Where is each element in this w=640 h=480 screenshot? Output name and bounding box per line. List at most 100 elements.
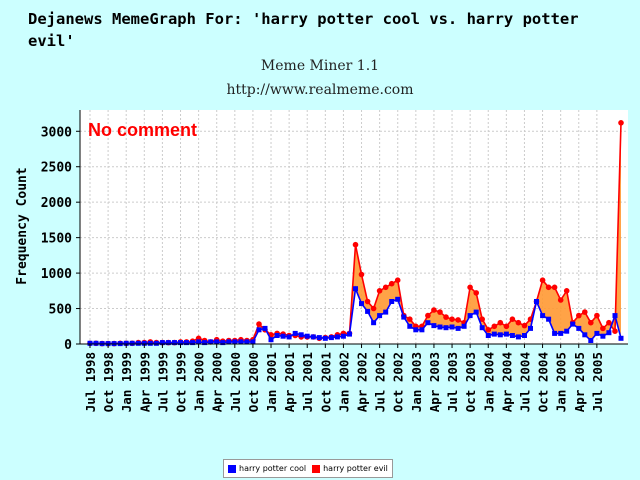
evil-point <box>370 305 377 312</box>
cool-point <box>129 340 135 346</box>
cool-point <box>87 340 93 346</box>
x-tick-label: Jul 2002 <box>373 352 388 412</box>
evil-point <box>563 288 570 294</box>
cool-point <box>491 331 497 337</box>
cool-point <box>461 323 467 329</box>
cool-point <box>353 286 358 292</box>
x-tick-label: Jul 2005 <box>590 352 605 412</box>
cool-point <box>202 340 208 346</box>
x-tick-label: Jul 2003 <box>445 352 460 412</box>
x-tick-label: Jan 2005 <box>554 352 569 412</box>
evil-point <box>612 328 618 335</box>
x-tick-label: Oct 2002 <box>391 352 406 412</box>
cool-point <box>93 340 99 346</box>
cool-point <box>401 314 407 320</box>
evil-point <box>485 327 492 333</box>
evil-point <box>618 120 624 126</box>
evil-point <box>576 312 582 319</box>
cool-point <box>509 333 515 338</box>
x-tick-label: Apr 2000 <box>210 352 225 412</box>
cool-point <box>479 325 485 331</box>
evil-point <box>388 280 395 287</box>
cool-point <box>600 333 606 339</box>
cool-point <box>268 337 274 343</box>
y-tick-label: 1000 <box>41 267 72 282</box>
cool-point <box>292 330 298 336</box>
evil-point <box>515 319 522 326</box>
x-tick-label: Jul 1999 <box>155 352 170 412</box>
cool-point <box>437 324 443 330</box>
difference-fill <box>90 122 621 344</box>
cool-point <box>226 339 232 345</box>
y-axis-label: Frequency Count <box>15 167 30 284</box>
evil-point <box>443 314 449 320</box>
x-tick-label: Jan 1999 <box>119 352 134 412</box>
cool-point <box>389 299 395 304</box>
legend-label-cool: harry potter cool <box>239 464 307 473</box>
cool-point <box>322 335 328 341</box>
y-tick-label: 2500 <box>41 161 72 176</box>
cool-point <box>208 339 214 345</box>
cool-point <box>238 339 244 345</box>
y-tick-label: 1500 <box>41 232 72 247</box>
evil-point <box>521 322 528 329</box>
cool-point <box>310 334 316 340</box>
cool-point <box>534 299 539 304</box>
cool-point <box>570 321 576 327</box>
evil-point <box>545 284 552 291</box>
cool-point <box>582 332 588 338</box>
cool-point <box>141 340 147 346</box>
x-tick-label: Jan 2001 <box>264 352 279 412</box>
cool-point <box>419 327 425 333</box>
evil-point <box>437 309 443 315</box>
cool-point <box>455 325 461 331</box>
cool-point <box>334 334 340 340</box>
cool-point <box>407 323 413 329</box>
x-tick-label: Apr 2002 <box>355 352 370 412</box>
cool-point <box>340 333 346 339</box>
source-url[interactable]: http://www.realmeme.com <box>226 82 414 98</box>
evil-point <box>539 277 546 284</box>
evil-point <box>551 284 558 291</box>
evil-point <box>600 325 606 332</box>
evil-point <box>425 312 431 319</box>
x-tick-label: Oct 2004 <box>536 352 551 412</box>
cool-point <box>377 313 383 319</box>
chart-title: Dejanews MemeGraph For: 'harry potter co… <box>28 10 579 50</box>
cool-point <box>123 340 129 346</box>
y-tick-label: 3000 <box>41 125 72 140</box>
x-tick-label: Oct 2000 <box>246 352 261 412</box>
cool-point <box>316 335 322 341</box>
cool-point <box>515 334 521 340</box>
evil-point <box>588 319 594 326</box>
legend-item-cool: harry potter cool <box>228 464 306 473</box>
cool-point <box>347 331 352 337</box>
cool-point <box>172 340 177 346</box>
x-tick-label: Jan 2000 <box>192 352 207 412</box>
evil-point <box>594 312 600 319</box>
cool-point <box>503 331 509 337</box>
x-tick-label: Jul 2004 <box>517 352 532 412</box>
chart-subtitle: Meme Miner 1.1 <box>260 58 380 74</box>
cool-point <box>618 335 624 341</box>
cool-point <box>546 316 552 322</box>
cool-point <box>286 334 292 340</box>
cool-point <box>564 328 570 334</box>
evil-point <box>407 316 413 323</box>
axis-layer: 0 500 1000 1500 2000 2500 3000 Jul 1998 Oct 1998… <box>41 110 628 412</box>
evil-point <box>394 277 401 284</box>
legend-item-evil: harry potter evil <box>312 464 388 473</box>
cool-point <box>365 308 371 314</box>
cool-point <box>552 330 558 336</box>
x-tick-label: Jan 2003 <box>409 352 424 412</box>
cool-point <box>298 332 304 338</box>
cool-point <box>371 320 377 326</box>
cool-point <box>558 330 564 336</box>
cool-point <box>383 309 389 315</box>
legend-swatch-evil <box>312 464 321 473</box>
series-layer <box>87 120 624 347</box>
x-tick-label: Apr 2005 <box>572 352 587 412</box>
evil-point <box>352 241 359 248</box>
cool-point <box>449 324 455 330</box>
